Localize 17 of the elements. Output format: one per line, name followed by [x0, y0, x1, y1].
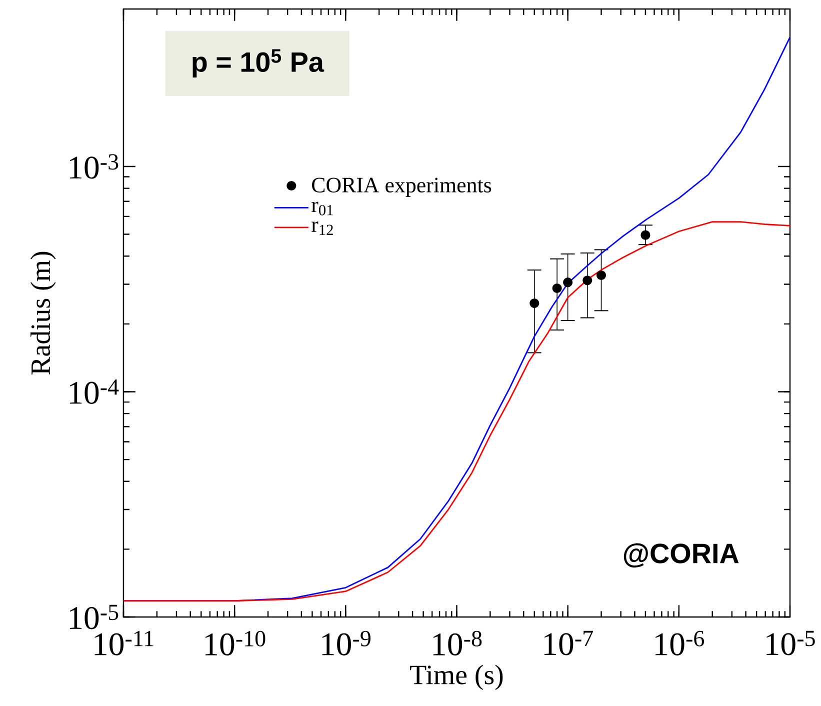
x-tick-label: 10$^{-7}$	[544, 630, 593, 656]
y-tick-label: 10$^{-3}$	[70, 154, 118, 179]
x-tick-label: 10$^{-10}$	[205, 630, 266, 656]
x-tick-label: 10$^{-8}$	[433, 630, 482, 656]
y-tick-label: 10$^{-4}$	[70, 380, 119, 404]
x-tick-label: 10$^{-9}$	[322, 630, 370, 656]
legend-label: r$_{01}$	[312, 202, 333, 216]
y-tick-label: 10$^{-5}$	[70, 604, 118, 630]
x-axis-title: Time (s)	[410, 664, 503, 690]
legend-label: r$_{12}$	[312, 222, 333, 235]
annotation: p = 10$^{5}$ Pa	[192, 49, 324, 78]
annotation: @CORIA	[624, 543, 739, 568]
x-tick-label: 10$^{-11}$	[94, 630, 154, 656]
x-tick-label: 10$^{-5}$	[766, 630, 815, 656]
x-tick-label: 10$^{-6}$	[656, 630, 704, 656]
legend-label: CORIA experiments	[312, 178, 492, 197]
y-axis-title: Radius (m)	[30, 252, 56, 375]
